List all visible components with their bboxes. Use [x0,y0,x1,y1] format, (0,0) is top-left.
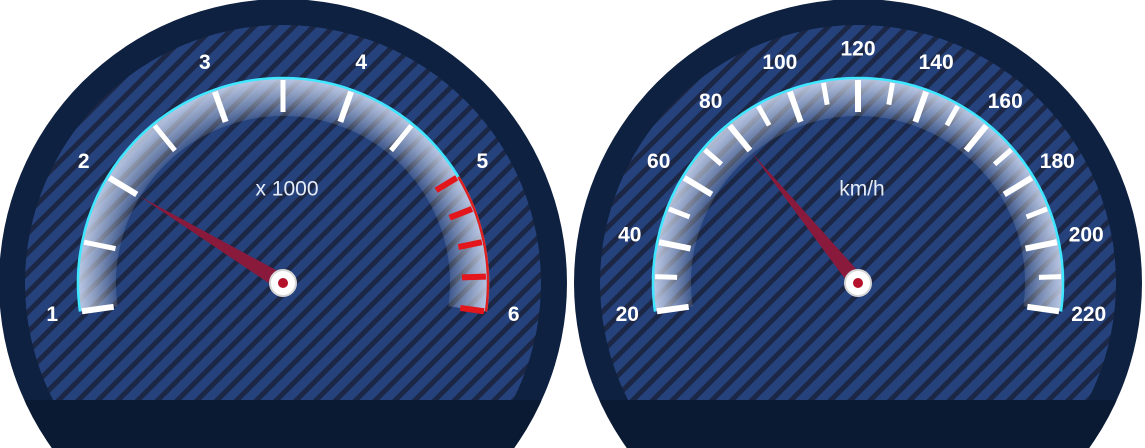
gauge-base [0,400,567,448]
tick-label: 1 [46,303,58,326]
needle-hub-center [853,278,863,288]
gauge-base [574,400,1142,448]
tick-mark [457,239,483,250]
needle-hub-center [278,278,288,288]
gauge-face [25,25,541,400]
tick-label: 40 [618,224,641,247]
tick-mark [337,90,354,123]
gauge: 1 2 3 4 5 6 x 1000 [0,0,567,448]
dial-ring [651,76,1065,312]
tick-mark [756,104,772,127]
unit-label: x 1000 [255,178,318,201]
tick-label: 2 [78,150,90,173]
tick-mark [1024,239,1058,252]
tick-mark [820,82,830,106]
tick-mark [459,304,485,315]
gauge: 20 40 60 80 100 120 140 160 180 200 220 km/h [574,0,1142,448]
tick-mark [81,303,115,315]
tick-mark [107,175,139,197]
tick-label: 20 [616,303,639,326]
tick-label: 180 [1040,150,1075,173]
tick-mark [1002,175,1034,197]
tick-mark [658,239,692,252]
tick-mark [682,175,714,197]
tick-mark [944,104,960,127]
tick-label: 6 [508,303,520,326]
tick-mark [1025,206,1048,220]
tick-mark [389,124,414,153]
tick-label: 3 [199,51,211,74]
tick-mark [1038,274,1061,280]
tick-label: 200 [1069,224,1104,247]
needle [751,152,865,289]
tick-label: 120 [840,38,875,61]
tick-mark [703,147,724,167]
tick-mark [448,206,474,221]
tick-label: 100 [762,51,797,74]
tick-mark [912,90,929,123]
tick-label: 5 [476,150,488,173]
tick-mark [886,82,896,106]
needle [139,195,288,290]
unit-label: km/h [839,178,885,201]
tick-mark [1026,303,1060,315]
tick-mark [992,147,1013,167]
tick-mark [461,273,486,281]
tick-mark [668,206,691,220]
tick-label: 4 [355,51,367,74]
tick-label: 220 [1071,303,1106,326]
redline-ring [457,176,490,312]
tick-mark [963,123,989,153]
tick-mark [152,124,177,153]
tick-label: 60 [647,150,670,173]
tick-label: 140 [919,51,954,74]
gauge-face [600,25,1116,400]
tick-mark [787,90,804,123]
tick-mark [655,274,678,280]
tick-mark [656,303,690,315]
tick-mark [83,239,116,252]
tick-label: 160 [988,90,1023,113]
tick-mark [434,175,459,193]
tick-mark [727,123,753,153]
tick-label: 80 [699,90,722,113]
tick-mark [212,90,229,123]
